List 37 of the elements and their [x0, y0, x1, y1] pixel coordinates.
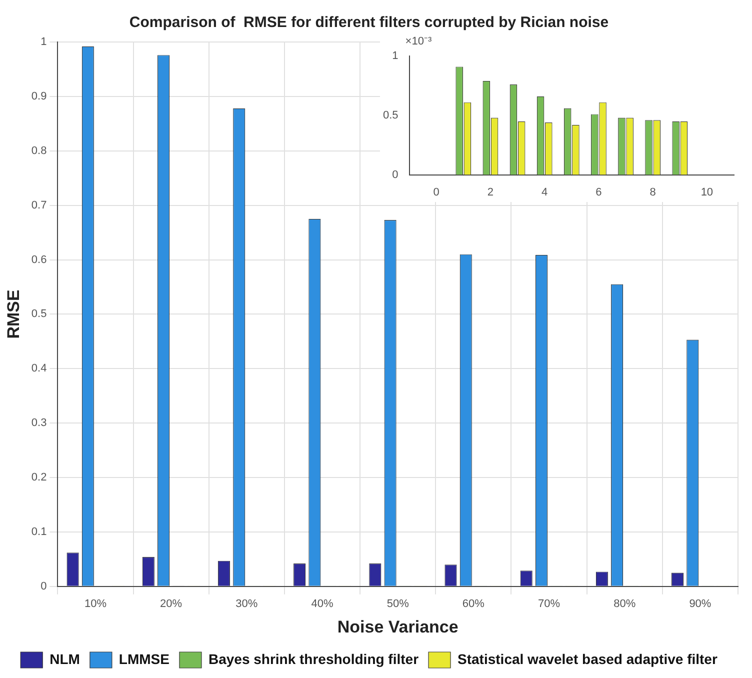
y-tick-label: 1 — [392, 50, 398, 62]
legend-label: Statistical wavelet based adaptive filter — [458, 650, 718, 667]
x-tick-label: 40% — [311, 598, 334, 610]
x-tick-label: 30% — [236, 598, 258, 610]
x-tick-label: 10 — [700, 186, 714, 198]
x-tick-label: 10% — [84, 598, 107, 610]
y-tick-label: 0.7 — [31, 199, 47, 212]
y-tick-label: 0.3 — [31, 417, 47, 430]
y-tick-label: 0.9 — [31, 90, 47, 102]
annotation: ×10⁻³ — [405, 36, 432, 48]
y-tick-label: 0.4 — [31, 362, 47, 375]
y-tick-label: 0 — [40, 580, 47, 592]
x-tick-label: 90% — [689, 598, 712, 610]
x-tick-label: 0 — [433, 186, 440, 198]
y-tick-label: 0.5 — [31, 308, 47, 320]
y-tick-label: 0.8 — [31, 144, 47, 157]
x-tick-label: 2 — [487, 186, 494, 198]
legend-label: NLM — [50, 650, 80, 667]
x-tick-label: 80% — [614, 598, 636, 610]
y-tick-label: 0.2 — [31, 472, 47, 484]
x-tick-label: 4 — [542, 186, 548, 198]
x-tick-label: 6 — [596, 186, 602, 198]
legend-label: LMMSE — [118, 650, 170, 667]
x-tick-label: 50% — [386, 598, 410, 610]
x-tick-label: 70% — [538, 598, 560, 610]
y-tick-label: 0 — [392, 168, 398, 181]
chart-title: Comparison of RMSE for different filters corrupted by Rician noise — [129, 14, 609, 32]
y-axis-title: RMSE — [4, 290, 23, 339]
x-tick-label: 20% — [160, 598, 182, 610]
y-tick-label: 0.6 — [31, 254, 47, 266]
y-tick-label: 0.5 — [382, 109, 398, 122]
y-tick-label: 1 — [40, 36, 47, 48]
y-tick-label: 0.1 — [31, 526, 47, 538]
legend-label: Bayes shrink thresholding filter — [208, 650, 420, 667]
x-tick-label: 60% — [462, 598, 485, 610]
x-tick-label: 8 — [650, 186, 656, 198]
x-axis-title: Noise Variance — [337, 617, 458, 636]
